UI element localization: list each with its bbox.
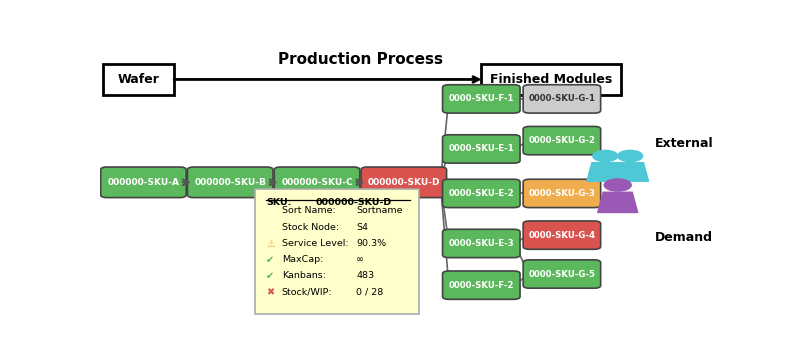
FancyBboxPatch shape [187,167,273,197]
Text: 000000-SKU-D: 000000-SKU-D [367,178,440,187]
Text: MaxCap:: MaxCap: [282,255,323,264]
Text: ✔: ✔ [266,255,274,265]
FancyBboxPatch shape [523,260,601,288]
Text: Service Level:: Service Level: [282,239,348,248]
FancyBboxPatch shape [101,167,186,197]
Text: Sortname: Sortname [356,206,402,216]
Circle shape [618,150,642,162]
Text: 483: 483 [356,271,374,280]
FancyBboxPatch shape [523,126,601,155]
FancyBboxPatch shape [523,179,601,208]
Text: 0000-SKU-E-2: 0000-SKU-E-2 [449,189,514,198]
Text: SKU:: SKU: [266,197,291,206]
FancyBboxPatch shape [103,64,174,95]
Circle shape [604,179,631,191]
Text: 0000-SKU-G-2: 0000-SKU-G-2 [528,136,595,145]
Text: Wafer: Wafer [118,73,160,86]
Polygon shape [587,162,624,181]
Text: 0000-SKU-G-1: 0000-SKU-G-1 [528,95,595,103]
Text: Sort Name:: Sort Name: [282,206,335,216]
FancyBboxPatch shape [482,64,621,95]
FancyBboxPatch shape [442,135,520,163]
Text: Stock Node:: Stock Node: [282,223,338,232]
Text: Demand: Demand [655,231,713,244]
FancyBboxPatch shape [523,85,601,113]
Text: 0 / 28: 0 / 28 [356,287,383,296]
Text: 0000-SKU-G-3: 0000-SKU-G-3 [528,189,595,198]
Text: ∞: ∞ [356,255,364,264]
Polygon shape [598,192,638,213]
Text: 000000-SKU-A: 000000-SKU-A [107,178,179,187]
FancyBboxPatch shape [442,179,520,208]
Polygon shape [612,162,649,181]
Text: 0000-SKU-G-5: 0000-SKU-G-5 [529,270,595,279]
Text: ✔: ✔ [266,271,274,281]
FancyBboxPatch shape [274,167,360,197]
Circle shape [593,150,618,162]
Text: Finished Modules: Finished Modules [490,73,612,86]
Text: 0000-SKU-E-3: 0000-SKU-E-3 [449,239,514,248]
Text: Stock/WIP:: Stock/WIP: [282,287,332,296]
Text: 0000-SKU-G-4: 0000-SKU-G-4 [528,231,595,240]
Text: 90.3%: 90.3% [356,239,386,248]
Text: ⚠: ⚠ [266,239,275,249]
Text: Production Process: Production Process [278,52,443,67]
Text: Kanbans:: Kanbans: [282,271,326,280]
FancyBboxPatch shape [442,229,520,258]
FancyBboxPatch shape [255,189,419,314]
Text: 000000-SKU-B: 000000-SKU-B [194,178,266,187]
Text: ✖: ✖ [266,287,274,297]
Text: 0000-SKU-E-1: 0000-SKU-E-1 [449,144,514,153]
Text: 0000-SKU-F-1: 0000-SKU-F-1 [449,95,514,103]
FancyBboxPatch shape [523,221,601,249]
FancyBboxPatch shape [442,85,520,113]
Text: S4: S4 [356,223,368,232]
Text: External: External [655,137,714,150]
FancyBboxPatch shape [442,271,520,299]
FancyBboxPatch shape [361,167,446,197]
Text: 0000-SKU-F-2: 0000-SKU-F-2 [449,280,514,290]
Text: 000000-SKU-D: 000000-SKU-D [316,197,392,206]
Text: 000000-SKU-C: 000000-SKU-C [281,178,353,187]
